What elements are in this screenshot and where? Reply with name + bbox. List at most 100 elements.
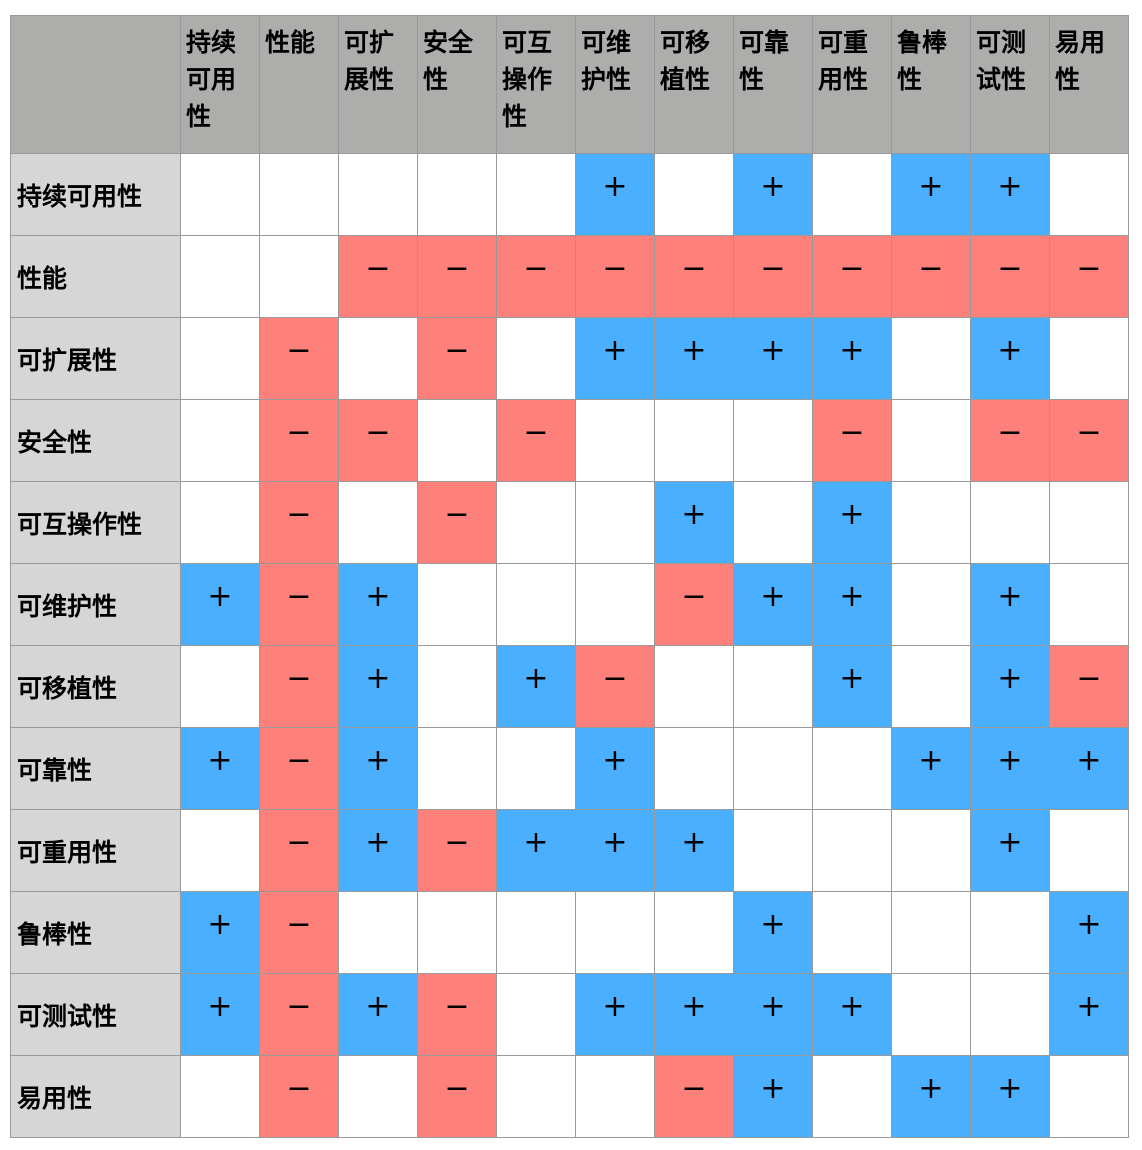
negative-cell: − (733, 235, 813, 318)
negative-cell: − (259, 1055, 339, 1138)
positive-cell: + (180, 973, 260, 1056)
positive-cell: + (891, 1055, 971, 1138)
negative-cell: − (259, 563, 339, 646)
empty-cell (575, 563, 655, 646)
positive-cell: + (654, 973, 734, 1056)
row-header: 易用性 (10, 1055, 181, 1138)
negative-cell: − (812, 399, 892, 482)
empty-cell (575, 891, 655, 974)
positive-cell: + (970, 645, 1050, 728)
empty-cell (180, 645, 260, 728)
positive-cell: + (496, 645, 576, 728)
empty-cell (812, 1055, 892, 1138)
negative-cell: − (970, 399, 1050, 482)
positive-cell: + (812, 563, 892, 646)
positive-cell: + (733, 1055, 813, 1138)
positive-cell: + (1049, 727, 1129, 810)
negative-cell: − (970, 235, 1050, 318)
negative-cell: − (1049, 399, 1129, 482)
empty-cell (970, 891, 1050, 974)
column-header: 易用性 (1049, 15, 1129, 154)
empty-cell (891, 563, 971, 646)
empty-cell (970, 973, 1050, 1056)
empty-cell (180, 317, 260, 400)
positive-cell: + (970, 809, 1050, 892)
negative-cell: − (1049, 235, 1129, 318)
matrix-row: 可互操作性 − − + + (10, 481, 1129, 564)
column-header: 性能 (259, 15, 339, 154)
empty-cell (575, 1055, 655, 1138)
empty-cell (891, 645, 971, 728)
positive-cell: + (496, 809, 576, 892)
empty-cell (338, 481, 418, 564)
matrix-row: 可扩展性 − − + + + + + (10, 317, 1129, 400)
matrix-row: 鲁棒性 + − + + (10, 891, 1129, 974)
empty-cell (180, 1055, 260, 1138)
positive-cell: + (1049, 891, 1129, 974)
positive-cell: + (891, 727, 971, 810)
matrix-row: 性能 − − − − − − − − − − (10, 235, 1129, 318)
column-header: 持续可用性 (180, 15, 260, 154)
empty-cell (733, 645, 813, 728)
negative-cell: − (417, 1055, 497, 1138)
positive-cell: + (1049, 973, 1129, 1056)
negative-cell: − (575, 235, 655, 318)
quality-attribute-matrix: 持续可用性 性能 可扩展性 安全性 可互操作性 可维护性 可移植性 可靠性 可重用性 鲁棒性 可测试… (10, 15, 1129, 1138)
positive-cell: + (180, 727, 260, 810)
positive-cell: + (812, 481, 892, 564)
empty-cell (970, 481, 1050, 564)
empty-cell (733, 727, 813, 810)
positive-cell: + (654, 317, 734, 400)
negative-cell: − (891, 235, 971, 318)
column-header: 可重用性 (812, 15, 892, 154)
negative-cell: − (1049, 645, 1129, 728)
empty-cell (733, 399, 813, 482)
negative-cell: − (417, 809, 497, 892)
negative-cell: − (259, 481, 339, 564)
positive-cell: + (575, 317, 655, 400)
empty-cell (496, 973, 576, 1056)
matrix-row: 安全性 − − − − − − (10, 399, 1129, 482)
positive-cell: + (970, 317, 1050, 400)
negative-cell: − (259, 317, 339, 400)
empty-cell (1049, 317, 1129, 400)
column-header: 可互操作性 (496, 15, 576, 154)
column-header: 可移植性 (654, 15, 734, 154)
positive-cell: + (575, 153, 655, 236)
empty-cell (654, 399, 734, 482)
positive-cell: + (970, 153, 1050, 236)
positive-cell: + (970, 727, 1050, 810)
row-header: 可扩展性 (10, 317, 181, 400)
empty-cell (1049, 153, 1129, 236)
empty-cell (733, 809, 813, 892)
empty-cell (496, 1055, 576, 1138)
positive-cell: + (733, 153, 813, 236)
empty-cell (338, 153, 418, 236)
empty-cell (338, 1055, 418, 1138)
empty-cell (338, 317, 418, 400)
row-header: 可测试性 (10, 973, 181, 1056)
row-header: 可重用性 (10, 809, 181, 892)
positive-cell: + (180, 563, 260, 646)
negative-cell: − (338, 399, 418, 482)
positive-cell: + (733, 317, 813, 400)
empty-cell (1049, 563, 1129, 646)
positive-cell: + (338, 645, 418, 728)
negative-cell: − (654, 563, 734, 646)
empty-cell (496, 727, 576, 810)
empty-cell (180, 809, 260, 892)
empty-cell (654, 891, 734, 974)
matrix-row: 持续可用性 + + + + (10, 153, 1129, 236)
empty-cell (180, 399, 260, 482)
column-header: 可靠性 (733, 15, 813, 154)
positive-cell: + (733, 973, 813, 1056)
empty-cell (1049, 1055, 1129, 1138)
positive-cell: + (654, 809, 734, 892)
positive-cell: + (970, 1055, 1050, 1138)
negative-cell: − (417, 235, 497, 318)
negative-cell: − (496, 399, 576, 482)
positive-cell: + (812, 973, 892, 1056)
positive-cell: + (338, 809, 418, 892)
matrix-row: 可靠性 + − + + + + + (10, 727, 1129, 810)
empty-cell (180, 481, 260, 564)
